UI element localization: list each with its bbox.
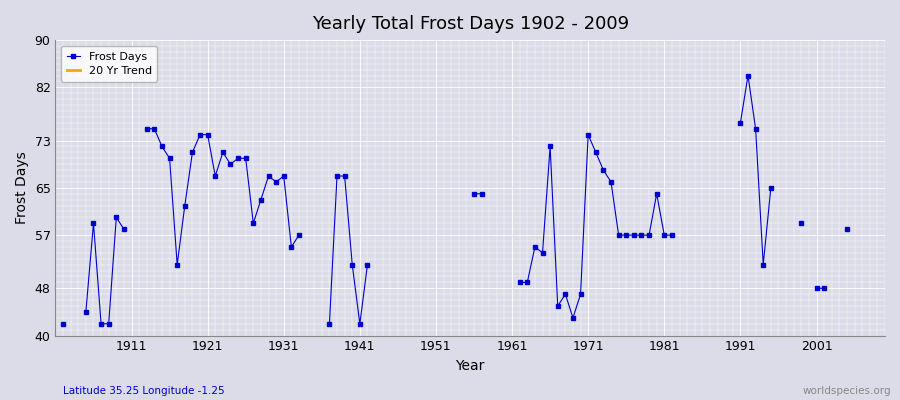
X-axis label: Year: Year xyxy=(455,359,485,373)
Line: Frost Days: Frost Days xyxy=(61,74,849,326)
Frost Days xyxy=(636,233,647,238)
Legend: Frost Days, 20 Yr Trend: Frost Days, 20 Yr Trend xyxy=(61,46,158,82)
Frost Days xyxy=(765,186,776,190)
Text: Latitude 35.25 Longitude -1.25: Latitude 35.25 Longitude -1.25 xyxy=(63,386,225,396)
Frost Days xyxy=(842,227,852,232)
Frost Days xyxy=(659,233,670,238)
Y-axis label: Frost Days: Frost Days xyxy=(15,152,29,224)
Text: worldspecies.org: worldspecies.org xyxy=(803,386,891,396)
Frost Days xyxy=(652,191,662,196)
Title: Yearly Total Frost Days 1902 - 2009: Yearly Total Frost Days 1902 - 2009 xyxy=(311,15,629,33)
Frost Days xyxy=(58,321,68,326)
Frost Days xyxy=(119,227,130,232)
